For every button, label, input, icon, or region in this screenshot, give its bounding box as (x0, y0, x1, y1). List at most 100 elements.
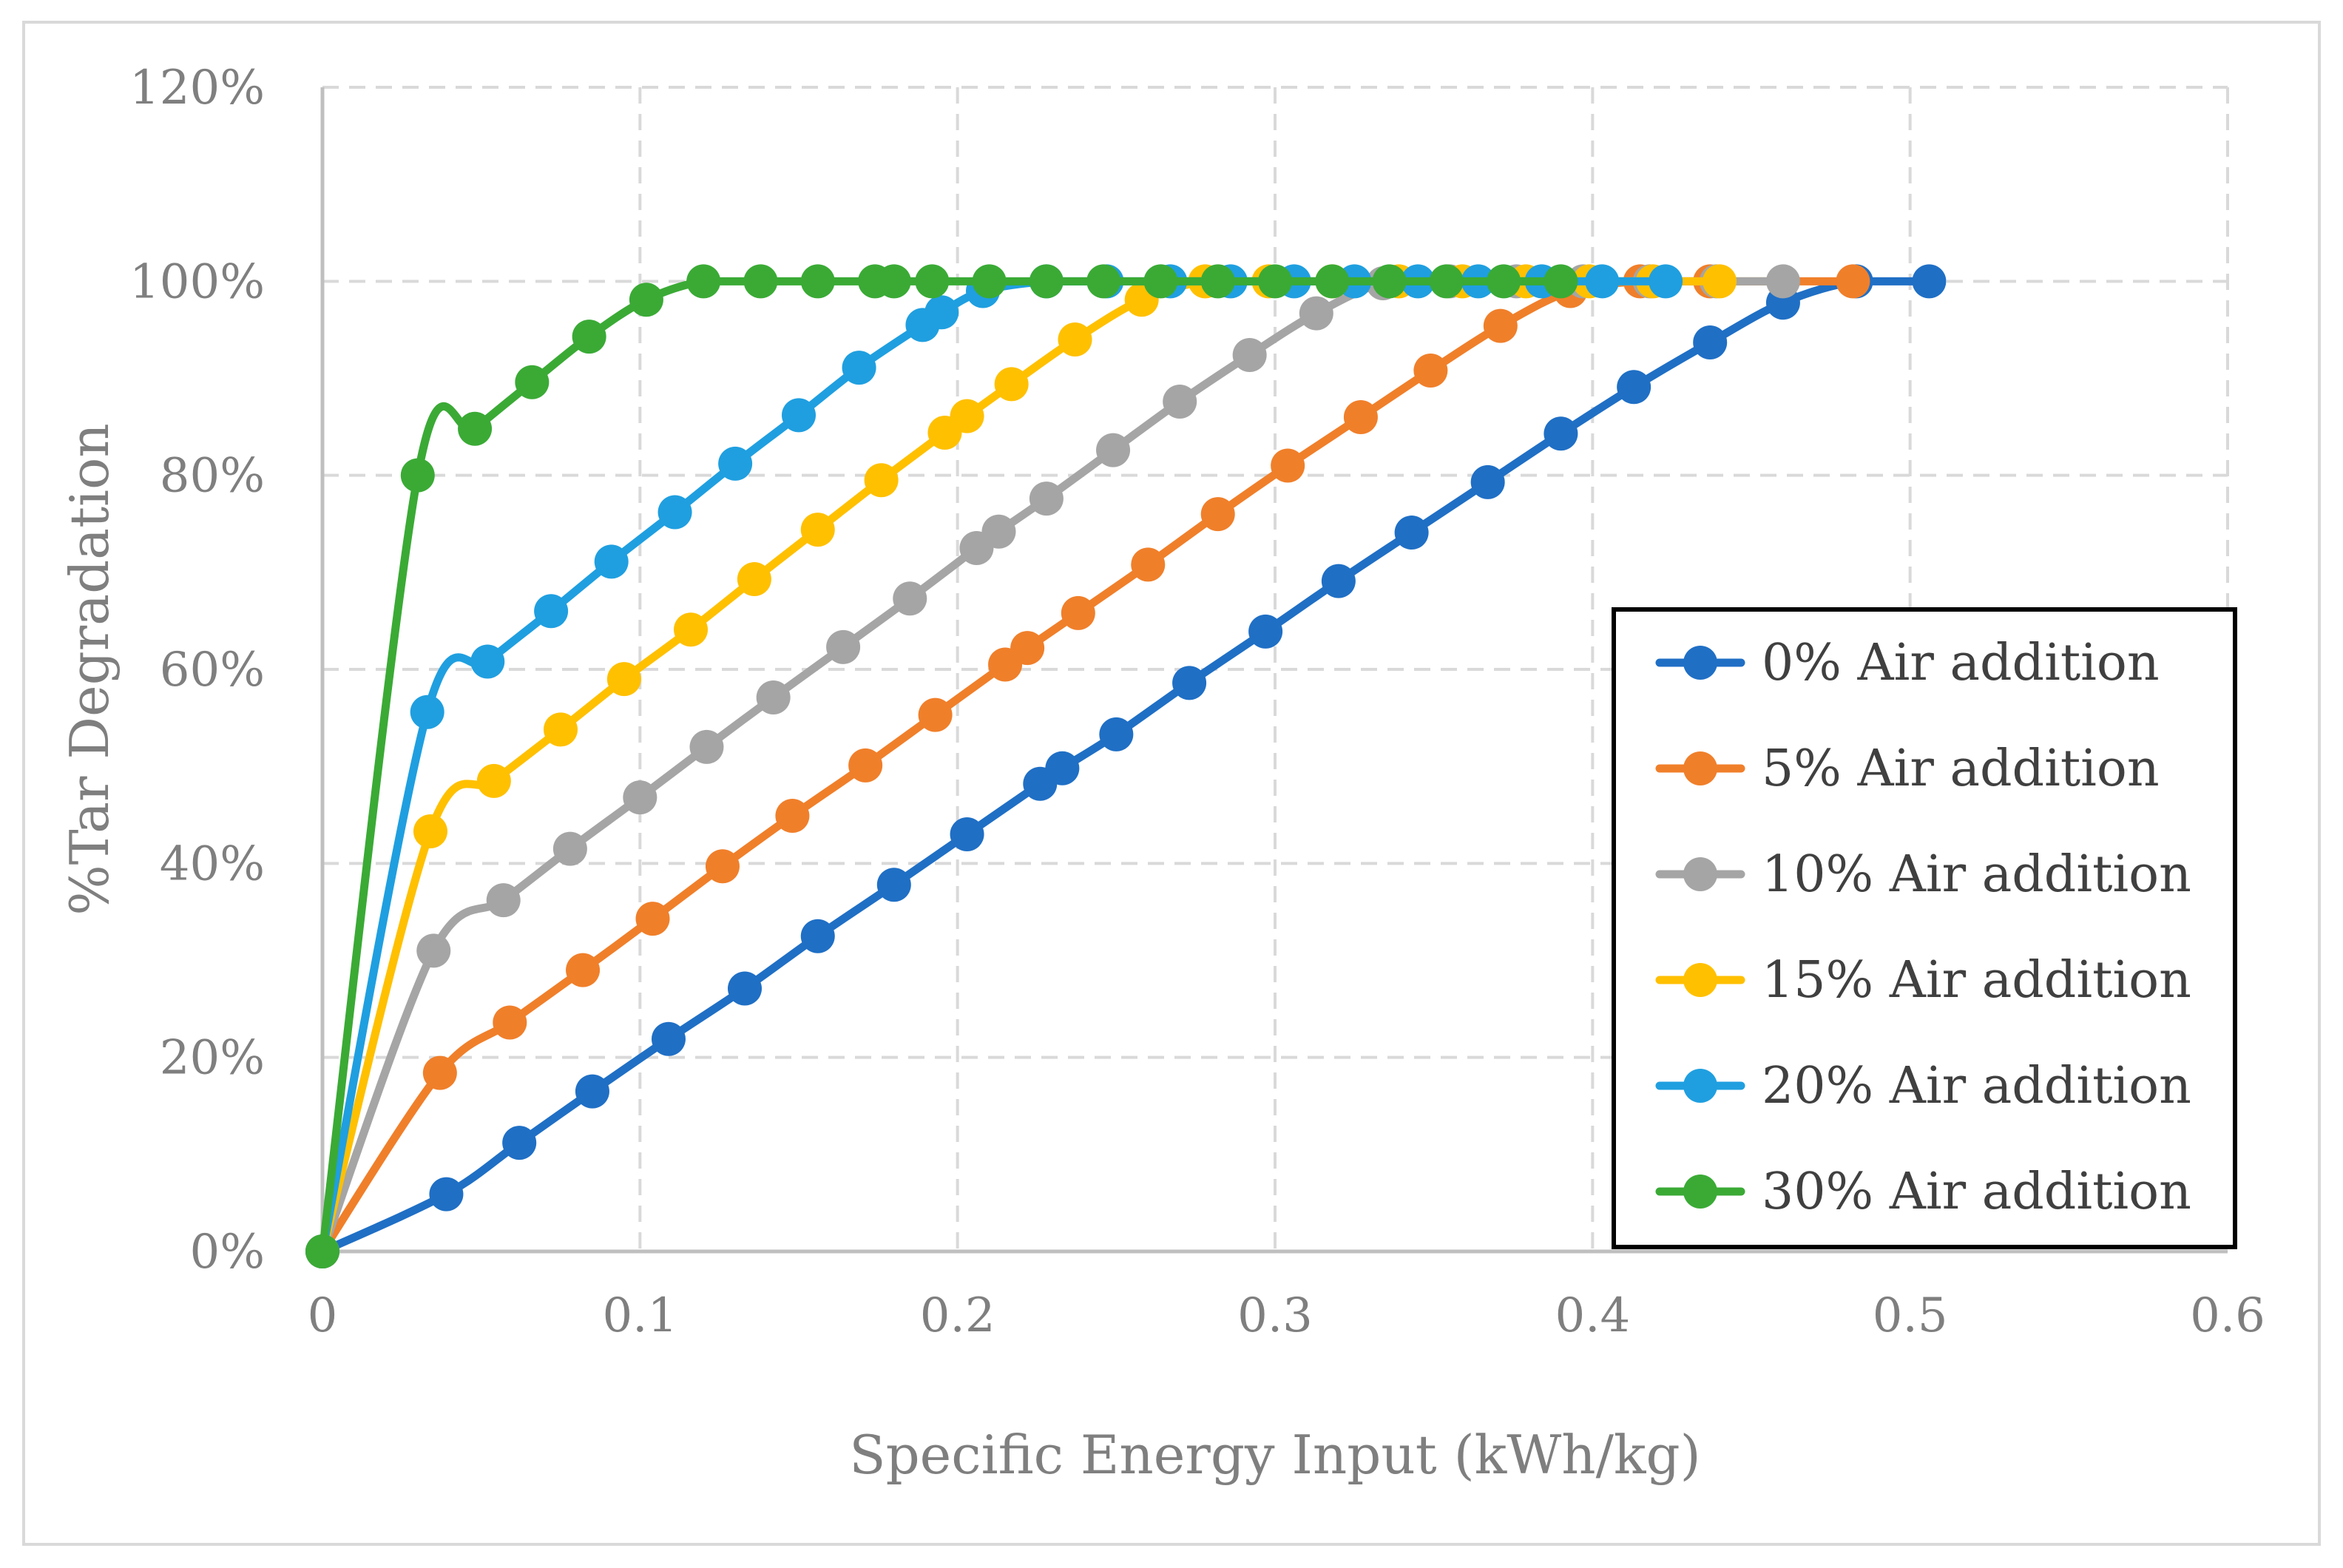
tick-labels: 0 0.1 0.2 0.3 0.4 0.5 0.6 0% 20% 40% 60% 80% 100% 120… (129, 61, 2265, 1343)
data-point (635, 902, 670, 936)
data-point (502, 1126, 537, 1160)
data-point (756, 680, 791, 715)
x-tick-label: 0.2 (920, 1288, 995, 1343)
data-point (718, 446, 753, 481)
legend-item: 20% Air addition (1655, 1057, 2191, 1115)
data-point (1248, 614, 1283, 649)
data-point (775, 799, 810, 834)
data-point (994, 367, 1029, 402)
data-point (1172, 666, 1207, 700)
data-point (1413, 354, 1448, 388)
data-point (876, 264, 911, 299)
axes (320, 87, 2228, 1254)
chart-area: 0 0.1 0.2 0.3 0.4 0.5 0.6 0% 20% 40% 60% 80% 100% 120… (22, 21, 2321, 1546)
data-series (305, 264, 1947, 1268)
data-point (552, 831, 587, 866)
data-point (728, 971, 763, 1006)
data-point (1483, 308, 1518, 343)
data-point (737, 562, 771, 597)
data-point (782, 398, 816, 433)
legend-marker (1683, 1069, 1717, 1103)
data-point (1912, 264, 1947, 299)
series-5 (305, 264, 1578, 1268)
data-point (429, 1177, 464, 1212)
tar-degradation-chart: 0 0.1 0.2 0.3 0.4 0.5 0.6 0% 20% 40% 60% 80% 100% 120… (58, 61, 2265, 1486)
legend-item: 5% Air addition (1655, 740, 2160, 798)
data-point (413, 814, 447, 849)
data-point (606, 662, 641, 697)
data-point (705, 849, 740, 884)
data-point (651, 1021, 686, 1056)
data-point (1163, 384, 1197, 419)
legend-items: 0% Air addition 5% Air addition 10% Air ad… (1655, 634, 2191, 1221)
data-point (476, 763, 511, 798)
data-point (876, 868, 911, 902)
data-point (915, 264, 950, 299)
legend-marker (1683, 751, 1717, 785)
y-tick-label: 100% (129, 254, 265, 309)
data-point (572, 320, 606, 354)
data-point (1143, 264, 1178, 299)
legend-item: 10% Air addition (1655, 845, 2191, 904)
data-point (1343, 399, 1378, 434)
x-tick-label: 0.3 (1237, 1288, 1313, 1343)
legend: 0% Air addition 5% Air addition 10% Air ad… (1612, 607, 2237, 1249)
data-point (1061, 595, 1095, 630)
data-point (422, 1055, 457, 1090)
series-3 (305, 264, 1737, 1268)
data-point (918, 697, 953, 732)
data-point (1299, 296, 1333, 331)
data-point (972, 264, 1007, 299)
data-point (864, 463, 899, 498)
data-point (1429, 264, 1464, 299)
data-point (826, 629, 861, 664)
data-point (800, 919, 835, 953)
data-point (848, 748, 883, 783)
data-point (689, 729, 724, 764)
data-point (686, 264, 721, 299)
legend-label: 30% Air addition (1762, 1163, 2191, 1221)
data-point (981, 514, 1016, 549)
y-axis-title: %Tar Degradation (58, 423, 121, 916)
data-point (1029, 481, 1064, 516)
legend-label: 15% Air addition (1762, 951, 2191, 1010)
data-point (1544, 416, 1578, 451)
data-point (1131, 547, 1166, 582)
x-tick-label: 0.5 (1873, 1288, 1948, 1343)
data-point (1836, 264, 1870, 299)
legend-marker (1683, 1175, 1717, 1209)
x-tick-label: 0.6 (2190, 1288, 2265, 1343)
legend-box (1612, 607, 2237, 1249)
legend-label: 0% Air addition (1762, 634, 2160, 692)
legend-marker (1683, 646, 1717, 680)
data-point (1765, 264, 1800, 299)
legend-item: 15% Air addition (1655, 951, 2191, 1010)
data-point (800, 513, 835, 547)
data-point (893, 581, 927, 616)
y-tick-label: 80% (160, 449, 265, 504)
data-point (1693, 325, 1728, 359)
data-point (1585, 264, 1620, 299)
data-point (1321, 564, 1356, 598)
data-point (305, 1234, 339, 1268)
data-point (1258, 264, 1292, 299)
data-point (1029, 264, 1064, 299)
data-point (800, 264, 835, 299)
data-point (1372, 264, 1407, 299)
data-point (657, 495, 692, 530)
data-point (400, 458, 435, 493)
data-point (470, 644, 505, 679)
data-point (1394, 516, 1429, 550)
data-point (544, 712, 578, 747)
legend-item: 0% Air addition (1655, 634, 2160, 692)
data-point (924, 295, 959, 330)
data-point (1045, 751, 1080, 785)
data-point (1470, 464, 1505, 499)
x-tick-label: 0.4 (1555, 1288, 1630, 1343)
data-point (486, 883, 521, 918)
x-tick-label: 0 (308, 1288, 338, 1343)
legend-item: 30% Air addition (1655, 1163, 2191, 1221)
data-point (1010, 631, 1045, 666)
x-axis-title: Specific Energy Input (kWh/kg) (849, 1424, 1700, 1486)
data-point (743, 264, 778, 299)
